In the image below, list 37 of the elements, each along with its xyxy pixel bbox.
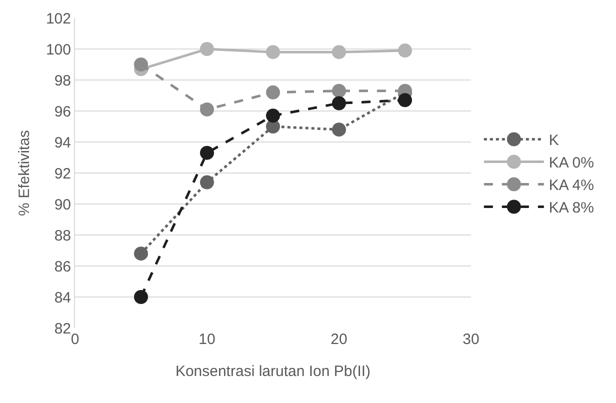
x-tick-label: 10: [198, 331, 216, 348]
point: [332, 45, 346, 60]
legend-label: KA 8%: [548, 200, 594, 217]
point: [200, 175, 214, 190]
point: [266, 85, 280, 100]
y-tick-label: 86: [54, 258, 71, 276]
point: [200, 102, 214, 116]
y-tick-label: 94: [54, 134, 71, 152]
y-tick-label: 98: [54, 72, 71, 90]
point: [332, 84, 346, 98]
y-tick-label: 102: [46, 10, 71, 28]
point: [200, 146, 214, 160]
point: [398, 44, 412, 58]
point: [266, 45, 280, 60]
point: [134, 290, 148, 304]
legend-label: K: [548, 132, 559, 150]
x-axis-title: Konsentrasi larutan Ion Pb(II): [175, 363, 371, 380]
point: [332, 96, 346, 110]
x-tick-label: 0: [70, 331, 80, 348]
y-tick-label: 92: [54, 165, 71, 182]
y-tick-label: 88: [54, 227, 71, 244]
x-tick-label: 30: [462, 331, 480, 348]
legend-label: KA 4%: [548, 177, 594, 194]
y-tick-label: 90: [54, 196, 71, 214]
point: [200, 42, 214, 56]
y-tick-label: 82: [54, 320, 71, 338]
point: [134, 246, 148, 261]
point: [134, 58, 148, 72]
point: [332, 122, 346, 137]
y-tick-label: 96: [54, 103, 71, 120]
y-axis-title: % Efektivitas: [16, 130, 34, 216]
point: [266, 108, 280, 123]
y-tick-label: 100: [46, 41, 71, 58]
point: [398, 93, 412, 108]
x-tick-label: 20: [330, 331, 348, 348]
legend-label: KA 0%: [548, 154, 594, 172]
y-tick-label: 84: [54, 289, 71, 306]
